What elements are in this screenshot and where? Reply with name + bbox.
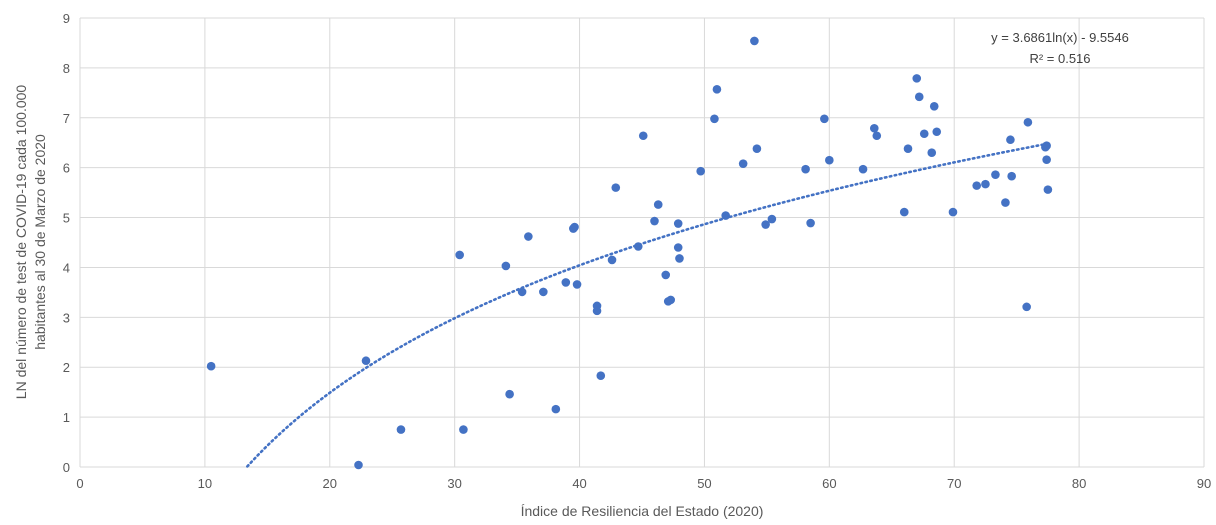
data-point: [927, 148, 937, 157]
trendline: [246, 142, 1050, 468]
x-tick-label: 90: [1197, 476, 1211, 491]
y-axis-title-line-2: habitantes al 30 de Marzo de 2020: [32, 134, 48, 350]
data-point: [1042, 155, 1051, 164]
data-point: [1042, 141, 1051, 151]
data-point: [517, 287, 527, 297]
y-tick-label: 3: [63, 310, 70, 325]
data-point: [899, 207, 909, 217]
data-point: [592, 306, 602, 316]
data-point: [696, 166, 705, 176]
x-axis-title: Índice de Resiliencia del Estado (2020): [521, 503, 764, 519]
data-point: [206, 361, 216, 371]
data-point: [801, 164, 810, 174]
gridlines: [79, 17, 1205, 468]
y-axis-title-line-1: LN del número de test de COVID-19 cada 1…: [13, 85, 29, 400]
data-point: [396, 425, 406, 434]
data-point: [767, 214, 777, 224]
x-tick-label: 30: [447, 476, 461, 491]
x-axis-ticks: 0 10 20 30 40 50 60 70 80 90: [76, 476, 1211, 491]
data-point: [806, 218, 815, 228]
data-point: [661, 270, 671, 280]
y-tick-label: 1: [63, 410, 70, 425]
data-point: [505, 389, 514, 399]
x-tick-label: 50: [697, 476, 711, 491]
x-tick-label: 60: [822, 476, 836, 491]
data-point: [825, 155, 834, 165]
data-point: [981, 179, 990, 189]
data-point: [1007, 171, 1016, 181]
data-point: [638, 131, 648, 141]
data-point: [561, 278, 571, 287]
y-tick-label: 4: [63, 260, 70, 275]
x-tick-label: 80: [1072, 476, 1086, 491]
data-point: [1001, 198, 1010, 207]
data-point: [455, 250, 464, 260]
data-point: [673, 219, 683, 228]
data-point: [972, 181, 982, 190]
data-point: [929, 102, 939, 111]
data-point: [551, 404, 561, 414]
data-point: [607, 255, 617, 265]
data-point: [710, 114, 719, 124]
data-point: [1043, 185, 1053, 194]
data-point: [596, 371, 606, 381]
data-point: [1022, 302, 1031, 312]
data-point: [912, 74, 922, 83]
data-point: [903, 144, 913, 154]
data-point: [361, 356, 371, 366]
data-point: [932, 127, 942, 137]
x-tick-label: 20: [323, 476, 337, 491]
data-point: [572, 280, 582, 289]
x-tick-label: 70: [947, 476, 961, 491]
data-point: [919, 129, 929, 139]
data-point: [820, 114, 829, 124]
y-tick-label: 7: [63, 111, 70, 126]
data-points: [206, 36, 1053, 470]
y-tick-label: 8: [63, 61, 70, 76]
data-point: [738, 159, 748, 168]
data-point: [539, 287, 548, 297]
y-tick-label: 2: [63, 360, 70, 375]
data-point: [858, 164, 868, 174]
data-point: [570, 222, 579, 232]
y-tick-label: 6: [63, 161, 70, 176]
x-tick-label: 10: [198, 476, 212, 491]
y-tick-label: 0: [63, 460, 70, 475]
data-point: [914, 92, 924, 102]
data-point: [666, 295, 676, 305]
data-point: [750, 36, 759, 46]
x-tick-label: 40: [572, 476, 586, 491]
y-axis-title: LN del número de test de COVID-19 cada 1…: [13, 85, 48, 400]
data-point: [633, 242, 643, 251]
data-point: [650, 216, 659, 226]
data-point: [501, 261, 511, 271]
data-point: [354, 460, 363, 470]
data-point: [948, 207, 958, 217]
data-point: [761, 220, 770, 229]
data-point: [673, 243, 683, 252]
y-tick-label: 5: [63, 211, 70, 226]
data-point: [1023, 117, 1033, 127]
data-point: [1006, 135, 1015, 145]
data-point: [991, 170, 1000, 179]
trendline-equation: y = 3.6861ln(x) - 9.5546: [991, 30, 1129, 45]
data-point: [653, 200, 663, 209]
data-point: [721, 211, 730, 220]
data-point: [869, 123, 879, 133]
y-axis-ticks: 0 1 2 3 4 5 6 7 8 9: [63, 11, 70, 475]
data-point: [712, 85, 722, 94]
data-point: [752, 144, 762, 154]
x-tick-label: 0: [76, 476, 83, 491]
data-point: [611, 183, 621, 192]
data-point: [872, 131, 882, 141]
data-point: [675, 254, 684, 263]
data-point: [524, 232, 533, 241]
y-tick-label: 9: [63, 11, 70, 26]
r-squared-label: R² = 0.516: [1029, 51, 1090, 66]
data-point: [459, 425, 468, 434]
